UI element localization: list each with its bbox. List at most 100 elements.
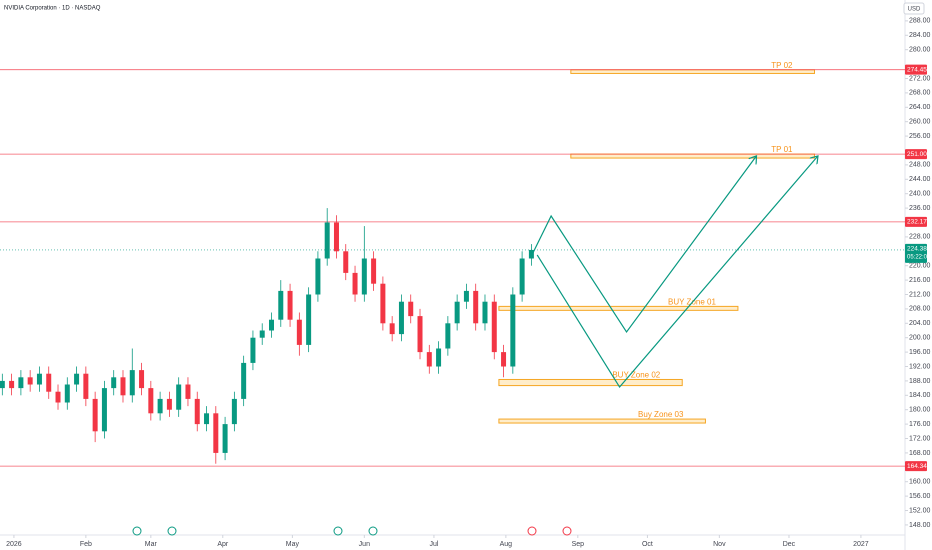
- y-tick-label: 180.00: [909, 407, 931, 414]
- candle-body: [194, 398, 200, 425]
- earnings-icon[interactable]: [333, 526, 343, 536]
- candle-body: [510, 294, 516, 367]
- candle-body: [278, 290, 284, 320]
- candle-body: [157, 398, 163, 414]
- chart-title: NVIDIA Corporation · 1D · NASDAQ: [4, 6, 101, 12]
- candle-body: [148, 388, 154, 414]
- y-tick-label: 220.00: [909, 263, 931, 270]
- countdown: 05:22:01: [907, 255, 931, 261]
- y-tick-label: 200.00: [909, 335, 931, 342]
- zone-label: Buy Zone 03: [638, 410, 684, 419]
- candle-body: [111, 377, 117, 389]
- projection-path: [536, 156, 818, 389]
- dividend-icon[interactable]: [368, 526, 378, 536]
- y-tick-label: 240.00: [909, 191, 931, 198]
- y-tick-label: 208.00: [909, 306, 931, 313]
- zone: [498, 378, 683, 387]
- candle-body: [306, 294, 312, 345]
- candle-body: [83, 373, 89, 399]
- level-label-bg: [905, 64, 927, 75]
- candle-body: [463, 290, 469, 302]
- level-label: 164.34: [907, 463, 927, 470]
- zone-label: BUY Zone 02: [612, 371, 660, 380]
- last-price-bg: [905, 243, 927, 263]
- y-tick-label: 168.00: [909, 450, 931, 457]
- y-tick-label: 244.00: [909, 176, 931, 183]
- candle-body: [436, 348, 442, 367]
- candle-body: [231, 398, 237, 425]
- y-tick-label: 288.00: [909, 18, 931, 25]
- y-tick-label: 184.00: [909, 392, 931, 399]
- y-tick-label: 268.00: [909, 90, 931, 97]
- last-price-label: 224.38: [907, 246, 927, 253]
- zone-label: TP 02: [771, 61, 793, 70]
- zone: [570, 153, 815, 159]
- x-tick-label: Aug: [500, 541, 513, 548]
- event-icons: [132, 526, 572, 536]
- y-tick-label: 256.00: [909, 133, 931, 140]
- candle-body: [46, 373, 52, 392]
- candle-body: [315, 258, 321, 295]
- y-tick-label: 148.00: [909, 522, 931, 529]
- candle-body: [36, 373, 42, 385]
- earnings-icon[interactable]: [562, 526, 572, 536]
- candle-body: [250, 337, 256, 363]
- x-tick-label: Oct: [642, 541, 653, 548]
- candle-body: [139, 370, 145, 389]
- y-tick-label: 204.00: [909, 320, 931, 327]
- y-tick-label: 264.00: [909, 104, 931, 111]
- x-tick-label: Feb: [80, 541, 92, 548]
- x-tick-label: Sep: [572, 541, 585, 548]
- earnings-icon[interactable]: [132, 526, 142, 536]
- candle-body: [445, 323, 451, 349]
- y-tick-label: 284.00: [909, 32, 931, 39]
- candle-body: [27, 377, 33, 385]
- candle-body: [352, 272, 358, 295]
- candle-body: [408, 301, 414, 317]
- candle-body: [417, 316, 423, 353]
- level-label-bg: [905, 149, 927, 160]
- candle-body: [398, 301, 404, 335]
- y-tick-label: 196.00: [909, 349, 931, 356]
- dividend-icon[interactable]: [167, 526, 177, 536]
- currency-box[interactable]: [903, 2, 925, 15]
- x-tick-label: 2026: [6, 541, 22, 548]
- x-tick-label: Apr: [217, 541, 229, 548]
- candle-body: [101, 388, 107, 432]
- projection-path: [532, 156, 756, 333]
- x-tick-label: Mar: [145, 541, 158, 548]
- candle-body: [454, 301, 460, 324]
- x-tick-label: Nov: [713, 541, 726, 548]
- candle-body: [74, 373, 80, 385]
- candle-body: [380, 283, 386, 324]
- zone-label: TP 01: [771, 145, 793, 154]
- candle-body: [333, 222, 339, 252]
- y-tick-label: 236.00: [909, 205, 931, 212]
- y-tick-label: 176.00: [909, 421, 931, 428]
- dividend-icon[interactable]: [527, 526, 537, 536]
- candle-body: [269, 319, 274, 331]
- y-tick-label: 248.00: [909, 162, 931, 169]
- level-label: 274.45: [907, 66, 927, 73]
- candle-body: [204, 413, 210, 425]
- candle-body: [473, 290, 479, 324]
- y-tick-label: 280.00: [909, 47, 931, 54]
- y-tick-label: 160.00: [909, 479, 931, 486]
- candle-body: [296, 319, 302, 345]
- x-tick-label: Jul: [429, 541, 438, 548]
- x-tick-label: Jun: [359, 541, 370, 548]
- candle-body: [361, 258, 367, 295]
- zone: [498, 305, 739, 311]
- y-tick-label: 152.00: [909, 507, 931, 514]
- candle-body: [491, 301, 497, 353]
- y-tick-label: 216.00: [909, 277, 931, 284]
- y-tick-label: 172.00: [909, 435, 931, 442]
- zone: [498, 418, 706, 424]
- y-tick-label: 272.00: [909, 75, 931, 82]
- candle-body: [166, 398, 172, 410]
- candle-body: [287, 290, 293, 320]
- candle-body: [64, 384, 70, 403]
- level-label: 232.17: [907, 219, 927, 226]
- candle-body: [213, 413, 219, 453]
